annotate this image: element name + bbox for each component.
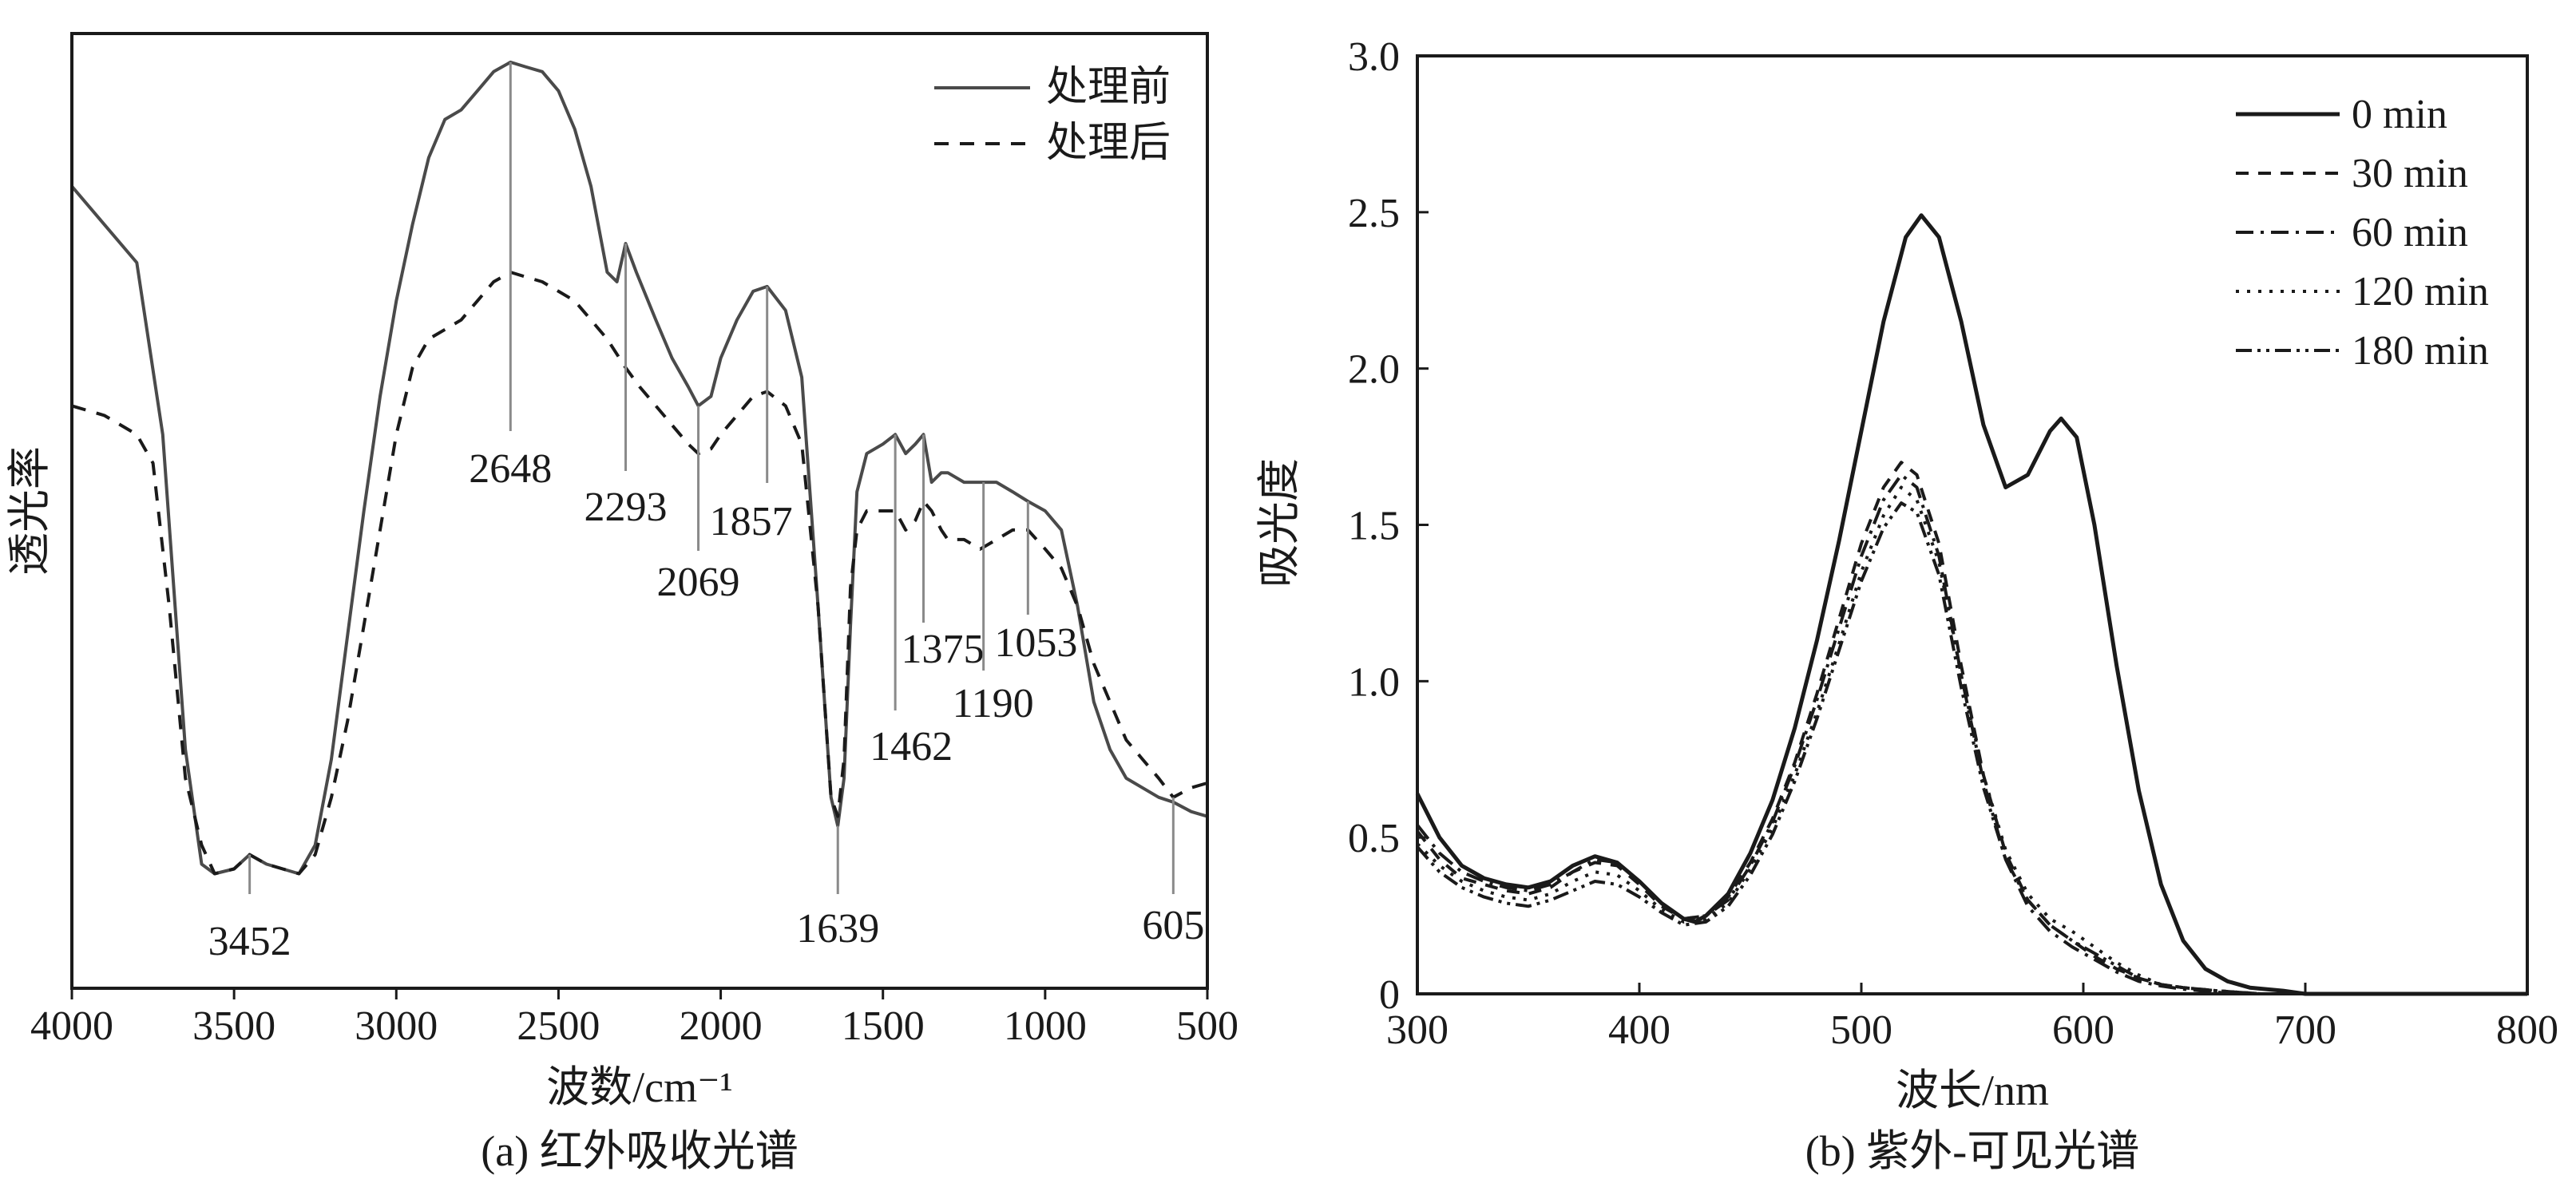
panel-a-x-tick-label: 2500: [517, 1003, 600, 1049]
panel-b-x-tick-label: 600: [2052, 1007, 2114, 1053]
panel-b-x-axis-label: 波长/nm: [1896, 1066, 2049, 1114]
panel-b-x-ticks: 300 400 500 600 700 800: [1386, 983, 2558, 1053]
legend-label-60min: 60 min: [2352, 210, 2468, 255]
panel-a-x-tick-label: 4000: [30, 1003, 113, 1049]
panel-a-x-tick-label: 3500: [192, 1003, 275, 1049]
panel-b-legend: 0 min 30 min 60 min 120 min 180 min: [2236, 92, 2489, 374]
panel-b-x-tick-label: 500: [1830, 1007, 1892, 1053]
panel-a-series-after: [71, 271, 1208, 876]
panel-b-x-tick-label: 700: [2274, 1007, 2336, 1053]
panel-b-uv-vis-spectrum: 300 400 500 600 700 800 0 0.5 1.0 1.5 2.0 2.5 3.0 0…: [1255, 34, 2558, 1175]
panel-a-annotation-label: 1857: [710, 499, 793, 544]
panel-a-annotation-label: 1639: [796, 906, 879, 952]
panel-b-caption: (b) 紫外-可见光谱: [1805, 1127, 2139, 1175]
panel-a-plot-frame: [70, 32, 1209, 990]
panel-b-x-tick-label: 800: [2496, 1007, 2558, 1053]
legend-label-30min: 30 min: [2352, 151, 2468, 196]
panel-a-annotation-label: 2069: [657, 560, 740, 605]
panel-a-x-axis-label: 波数/cm⁻¹: [546, 1063, 733, 1111]
legend-label-before: 处理前: [1046, 65, 1171, 110]
panel-a-y-axis-label: 透光率: [6, 446, 54, 576]
panel-a-annotation-label: 1053: [994, 620, 1077, 666]
panel-b-y-ticks: 0 0.5 1.0 1.5 2.0 2.5 3.0: [1348, 34, 1429, 1018]
panel-b-y-tick-label: 1.0: [1348, 659, 1400, 705]
legend-label-180min: 180 min: [2352, 328, 2489, 374]
panel-a-annotation-label: 605: [1142, 903, 1204, 948]
panel-b-y-tick-label: 2.5: [1348, 191, 1400, 236]
panel-b-y-tick-label: 0: [1379, 972, 1400, 1018]
legend-label-0min: 0 min: [2352, 92, 2447, 137]
panel-b-y-axis-label: 吸光度: [1255, 458, 1303, 588]
panel-b-series-60min: [1416, 473, 2527, 995]
panel-a-series-before: [70, 60, 1208, 876]
panel-b-y-tick-label: 2.0: [1348, 347, 1400, 393]
panel-a-annotations: 3452 2648 2293 2069 1857 1639 1462 1375 1190 1053…: [208, 61, 1204, 964]
panel-a-x-tick-label: 1500: [842, 1003, 925, 1049]
panel-b-curves: [1415, 213, 2527, 996]
panel-b-plot-frame: [1416, 54, 2529, 995]
legend-label-120min: 120 min: [2352, 269, 2489, 315]
panel-b-y-tick-label: 0.5: [1348, 816, 1400, 861]
panel-a-x-tick-label: 1000: [1004, 1003, 1087, 1049]
panel-a-annotation-label: 2648: [469, 446, 552, 492]
panel-b-series-120min: [1416, 485, 2527, 995]
panel-a-annotation-label: 3452: [208, 919, 291, 964]
panel-b-y-tick-label: 3.0: [1348, 34, 1400, 80]
panel-b-series-30min: [1416, 461, 2527, 995]
panel-a-x-tick-label: 3000: [355, 1003, 438, 1049]
panel-a-caption: (a) 红外吸收光谱: [481, 1127, 798, 1175]
panel-b-y-tick-label: 1.5: [1348, 504, 1400, 549]
panel-a-curves: [70, 60, 1208, 876]
panel-a-ir-spectrum: 3452 2648 2293 2069 1857 1639 1462 1375 1190 1053…: [6, 32, 1238, 1175]
panel-a-annotation-label: 1190: [953, 681, 1034, 726]
panel-b-series-0min: [1415, 213, 2527, 996]
panel-a-annotation-label: 1462: [870, 724, 953, 770]
panel-a-annotation-label: 1375: [902, 627, 985, 672]
legend-label-after: 处理后: [1046, 121, 1171, 166]
panel-b-x-tick-label: 400: [1608, 1007, 1670, 1053]
panel-b-series-180min: [1416, 501, 2527, 995]
panel-a-annotation-label: 2293: [585, 485, 668, 530]
panel-a-x-tick-label: 2000: [680, 1003, 763, 1049]
panel-b-x-tick-label: 300: [1386, 1007, 1449, 1053]
panel-a-x-ticks: 4000 3500 3000 2500 2000 1500 1000 500: [30, 988, 1238, 1049]
panel-a-x-tick-label: 500: [1176, 1003, 1238, 1049]
panel-a-legend: 处理前 处理后: [934, 65, 1171, 166]
